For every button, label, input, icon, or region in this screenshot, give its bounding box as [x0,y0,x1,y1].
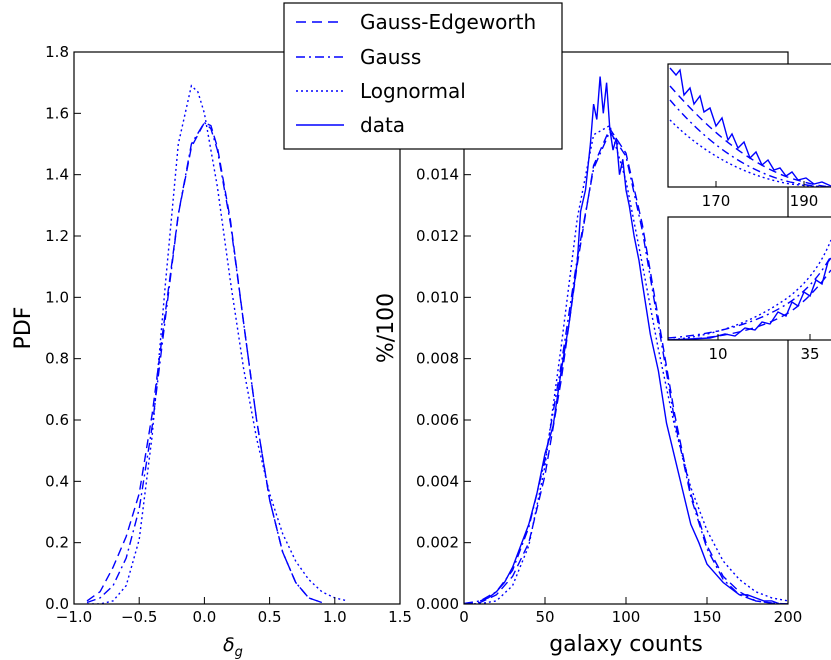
left-xtick-label: 0.0 [192,608,216,626]
left-series-gauss-edgeworth [86,121,323,604]
left-ytick-label: 1.4 [45,166,69,184]
inset-upper-gauss-edgeworth-line [669,85,831,187]
right-ytick-label: 0.000 [416,595,459,613]
right-series-gauss [464,130,788,604]
left-panel: −1.0 −0.5 0.0 0.5 1.0 1.5 0.0 0.2 0.4 0.6 0.8 1.0 1.… [11,43,412,660]
left-ylabel: PDF [11,307,36,350]
inset-lower-gauss-edgeworth-line [668,269,831,340]
inset-lower-frame [667,216,831,341]
right-series-data [479,76,781,604]
right-xtick-label: 150 [693,608,722,626]
left-ytick-label: 0.0 [45,595,69,613]
right-ytick-label: 0.012 [416,227,459,245]
left-xtick-label: 0.5 [258,608,282,626]
right-ytick-label: 0.002 [416,534,459,552]
legend-label-data: data [360,113,405,137]
left-series-lognormal [87,84,348,604]
inset-lower-bg [668,217,831,340]
inset-upper-frame [667,63,831,188]
inset-lower-tick-10: 10 [708,345,727,363]
inset-lower-tail: 10 35 [667,216,831,363]
left-series-group [86,84,348,604]
right-xlabel: galaxy counts [549,632,703,657]
right-series-lognormal [464,124,788,604]
right-ytick-label: 0.006 [416,411,459,429]
left-xtick-label: 1.0 [323,608,347,626]
left-ytick-label: 0.4 [45,472,69,490]
right-xtick-label: 200 [774,608,803,626]
inset-lower-lognormal-line [668,239,831,340]
right-ytick-label: 0.004 [416,472,459,490]
right-ylabel: %/100 [374,293,399,363]
left-xlabel: δg [223,634,243,660]
inset-lower-gauss-line [668,255,831,339]
left-ytick-label: 1.0 [45,288,69,306]
right-panel: 0 50 100 150 200 0.000 0.002 0.004 0.006 0.008 0.0… [374,51,802,657]
inset-lower-tick-35: 35 [800,345,819,363]
left-series-gauss [86,121,323,604]
inset-lower-data-line [668,257,831,340]
inset-upper-tail: 170 190 [667,63,831,210]
right-ytick-label: 0.010 [416,288,459,306]
right-ytick-label: 0.008 [416,350,459,368]
legend-label-gauss-edgeworth: Gauss-Edgeworth [360,10,536,34]
left-xtick-label: 1.5 [388,608,412,626]
left-xtick-label: −1.0 [56,608,92,626]
left-ytick-label: 1.8 [45,43,69,61]
right-xtick-label: 0 [459,608,469,626]
right-xtick-label: 100 [612,608,641,626]
left-ytick-label: 1.6 [45,104,69,122]
right-ytick-label: 0.014 [416,166,459,184]
left-ytick-label: 1.2 [45,227,69,245]
legend: Gauss-Edgeworth Gauss Lognormal data [283,2,563,150]
left-xtick-label: −0.5 [121,608,157,626]
left-ytick-label: 0.2 [45,534,69,552]
inset-upper-bg [668,64,831,187]
legend-label-gauss: Gauss [360,45,421,69]
left-ytick-label: 0.6 [45,411,69,429]
left-ytick-label: 0.8 [45,350,69,368]
inset-upper-tick-190: 190 [790,192,819,210]
right-ticks: 0 50 100 150 200 0.000 0.002 0.004 0.006 0.008 0.0… [416,166,802,626]
inset-upper-tick-170: 170 [702,192,731,210]
inset-lower-series [668,239,831,340]
legend-label-lognormal: Lognormal [360,79,466,103]
left-axes-frame [73,51,401,605]
right-series-group [464,76,788,604]
left-ticks: −1.0 −0.5 0.0 0.5 1.0 1.5 0.0 0.2 0.4 0.6 0.8 1.0 1.… [45,43,412,626]
right-series-gauss-edgeworth [464,127,788,604]
right-xtick-label: 50 [535,608,554,626]
inset-upper-data-line [669,67,831,187]
